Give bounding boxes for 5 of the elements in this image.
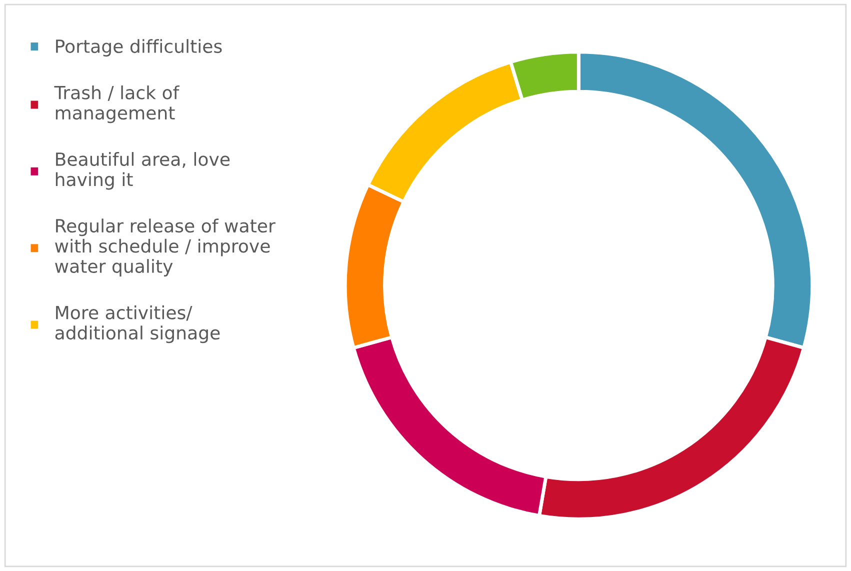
legend-label: Trash / lack of management [54, 85, 180, 124]
legend-label: More activities/ additional signage [55, 305, 220, 344]
legend-label: Regular release of water with schedule / improve water quality [55, 218, 276, 277]
legend-label: Beautiful area, love having it [56, 152, 230, 190]
legend-label: Portage difficulties [56, 39, 222, 57]
